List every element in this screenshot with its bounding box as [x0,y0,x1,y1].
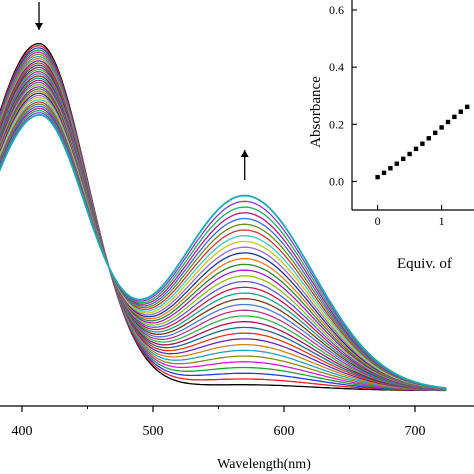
trend-arrows [35,2,249,180]
inset-x-axis-label: Equiv. of [397,256,452,272]
inset-data-point [458,109,463,114]
spectrum-series [0,97,447,390]
inset-ticks [352,9,443,210]
inset-data-point [381,170,387,176]
main-x-axis-label: Wavelength(nm) [217,457,311,472]
spectrum-series [0,94,447,390]
spectra-curves [0,42,447,392]
spectrum-series [0,62,447,391]
inset-y-tick-label: 0.2 [329,117,344,131]
inset-data-point [439,125,444,130]
spectrum-series [0,75,447,391]
inset-y-tick-label: 0.4 [329,60,344,74]
main-x-tick-label: 500 [143,424,164,439]
main-x-tick-label: 700 [405,424,426,439]
spectrum-series [0,105,447,390]
inset-data-point [388,166,393,171]
spectrum-series [0,113,447,389]
inset-x-tick-label: 1 [439,214,445,228]
spectrum-series [0,53,447,391]
inset-data-point [452,114,457,120]
main-x-ticks [21,406,416,412]
spectrum-series [0,84,447,390]
inset-data-point [394,161,399,166]
main-x-tick-label: 400 [12,424,33,439]
spectrum-series [0,58,447,391]
inset-absorbance-plot: 0.0 0.2 0.4 0.6 0 1 2 Absorbance Equiv. … [308,0,474,272]
inset-y-tick-label: 0.0 [329,174,344,188]
spectrum-series [0,51,447,391]
arrow-up-icon [240,150,249,180]
inset-data-point [401,156,406,162]
spectrum-series [0,77,447,390]
inset-data-point [426,136,431,141]
spectrum-series [0,42,447,392]
spectrum-series [0,68,447,391]
spectrum-series [0,64,447,391]
spectrum-series [0,86,447,390]
spectrum-series [0,90,447,390]
spectrum-series [0,112,447,389]
spectrum-series [0,107,447,389]
spectrum-series [0,92,447,390]
spectrum-series [0,66,447,391]
inset-data-point [420,141,425,146]
spectrum-series [0,45,447,392]
spectrum-series [0,47,447,391]
inset-data-point [465,104,470,110]
spectrum-series [0,79,447,390]
spectrum-series [0,99,447,390]
spectrum-series [0,101,447,390]
spectrum-series [0,49,447,391]
inset-data-point [413,146,419,152]
inset-data-point [445,119,451,125]
inset-data-points [375,104,470,180]
spectrum-series [0,103,447,390]
arrow-down-icon [35,2,44,30]
spectrum-series [0,55,447,391]
spectrum-series [0,81,447,390]
inset-x-tick-label: 0 [375,214,381,228]
inset-y-axis-label: Absorbance [308,76,324,148]
spectrum-series [0,71,447,391]
inset-data-point [375,174,380,180]
spectrum-series [0,60,447,391]
inset-data-point [433,130,438,136]
inset-y-tick-label: 0.6 [329,3,344,17]
spectrum-series [0,73,447,391]
spectrum-series [0,109,447,389]
spectrum-series [0,88,447,390]
inset-data-point [407,151,412,157]
main-x-tick-label: 600 [274,424,295,439]
